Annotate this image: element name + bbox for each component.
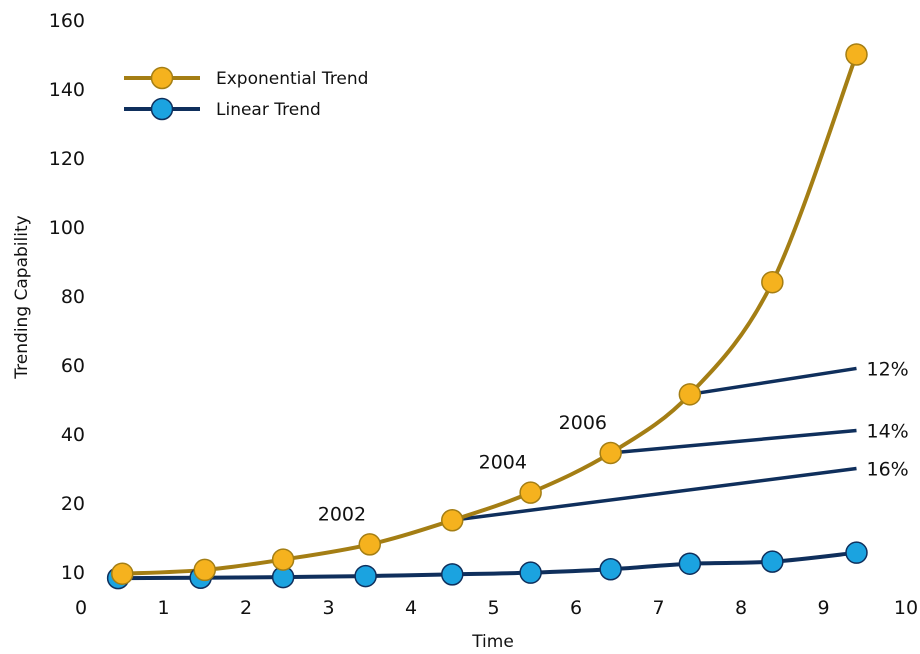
projection-line <box>452 466 857 522</box>
x-tick-label: 0 <box>75 597 87 619</box>
x-tick-label: 2 <box>240 597 252 619</box>
year-annotation: 2006 <box>559 412 607 434</box>
projection-rate-label: 12% <box>867 358 909 380</box>
series-line <box>122 53 859 576</box>
y-tick-label: 60 <box>61 355 85 377</box>
data-point <box>761 550 784 573</box>
data-point <box>358 533 381 556</box>
y-tick-label: 140 <box>49 79 85 101</box>
data-point <box>193 558 216 582</box>
y-tick-label: 40 <box>61 424 85 446</box>
y-tick-label: 10 <box>61 562 85 584</box>
x-tick-label: 4 <box>405 597 417 619</box>
x-tick-label: 9 <box>817 597 829 619</box>
y-tick-label: 100 <box>49 217 85 239</box>
year-annotation: 2004 <box>479 452 527 474</box>
x-tick-label: 10 <box>894 597 918 619</box>
y-axis-title: Trending Capability <box>12 215 32 379</box>
data-point <box>519 481 542 504</box>
projection-lines: 12% 14% 16% <box>452 358 909 522</box>
data-point <box>519 561 542 584</box>
data-point <box>599 557 622 581</box>
legend-marker-exponential <box>150 66 174 90</box>
y-tick-label: 120 <box>49 148 85 170</box>
y-axis-ticks: 10 20 40 60 80 100 120 140 160 <box>49 10 85 584</box>
data-point <box>678 383 702 406</box>
series-line <box>118 550 857 581</box>
projection-line <box>610 428 857 455</box>
series-lines <box>118 53 859 581</box>
legend-label-exponential: Exponential Trend <box>216 69 368 89</box>
data-point <box>441 563 464 586</box>
data-point <box>441 509 464 532</box>
x-tick-label: 6 <box>570 597 582 619</box>
x-axis-title: Time <box>471 632 514 652</box>
y-tick-label: 80 <box>61 286 85 308</box>
year-annotations: 2002 2004 2006 <box>318 412 607 525</box>
data-point <box>271 548 295 571</box>
data-point <box>354 564 377 588</box>
projection-line <box>689 366 857 397</box>
legend-marker-linear <box>150 97 174 121</box>
legend: Exponential Trend Linear Trend <box>124 66 368 121</box>
series-points <box>106 43 868 590</box>
legend-label-linear: Linear Trend <box>216 100 321 120</box>
data-point <box>678 552 702 575</box>
legend-item-exponential: Exponential Trend <box>124 66 368 90</box>
x-tick-label: 3 <box>322 597 334 619</box>
data-point <box>761 270 784 294</box>
y-tick-label: 20 <box>61 493 85 515</box>
projection-rate-label: 14% <box>867 421 909 443</box>
data-point <box>845 43 868 66</box>
legend-item-linear: Linear Trend <box>124 97 321 121</box>
x-tick-label: 5 <box>487 597 499 619</box>
projection-rate-label: 16% <box>867 459 909 481</box>
x-tick-label: 8 <box>735 597 747 619</box>
year-annotation: 2002 <box>318 503 366 525</box>
data-point <box>111 562 134 585</box>
y-tick-label: 160 <box>49 10 85 32</box>
x-axis-ticks: 0 1 2 3 4 5 6 7 8 9 10 <box>75 597 918 619</box>
data-point <box>599 441 622 465</box>
x-tick-label: 7 <box>652 597 664 619</box>
x-tick-label: 1 <box>157 597 169 619</box>
data-point <box>845 541 868 564</box>
